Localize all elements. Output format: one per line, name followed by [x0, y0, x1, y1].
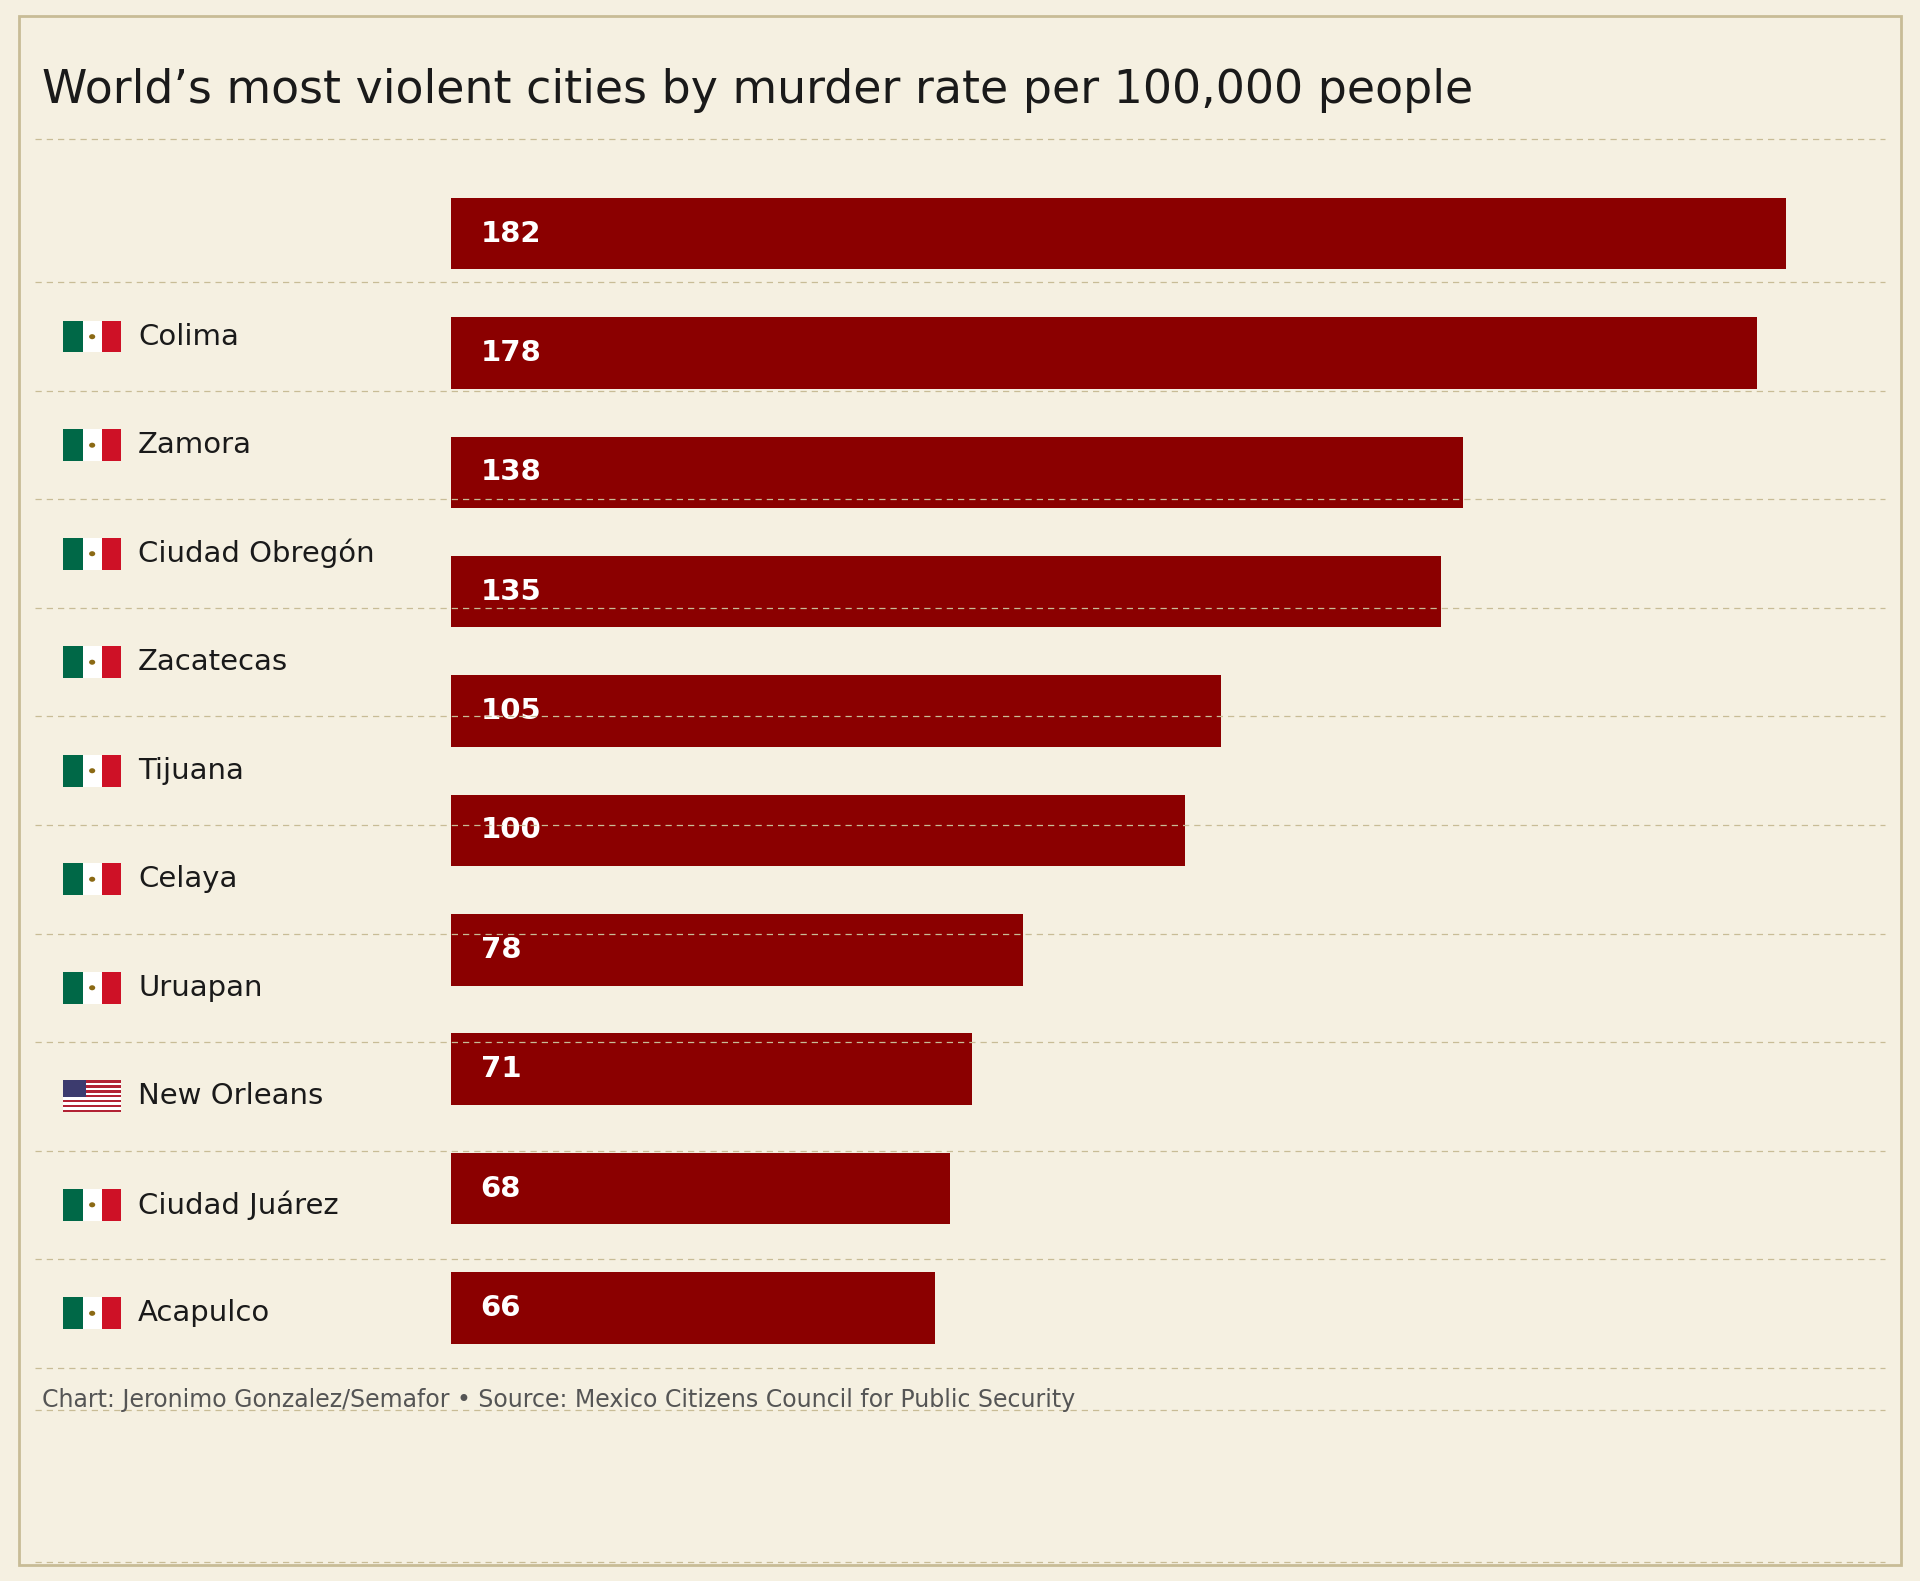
Bar [451, 1034, 972, 1105]
Text: Uruapan: Uruapan [138, 974, 263, 1002]
Bar [451, 795, 1185, 866]
Bar [451, 1273, 935, 1344]
Text: 178: 178 [480, 338, 541, 367]
Text: Colima: Colima [138, 323, 240, 351]
Text: 66: 66 [480, 1293, 520, 1322]
Text: New Orleans: New Orleans [138, 1083, 323, 1110]
Text: Acapulco: Acapulco [138, 1300, 271, 1328]
Text: 100: 100 [480, 816, 541, 844]
Text: 78: 78 [480, 936, 520, 964]
Text: Ciudad Obregón: Ciudad Obregón [138, 539, 374, 569]
Text: Zacatecas: Zacatecas [138, 648, 288, 677]
Bar [451, 436, 1463, 508]
Text: 182: 182 [480, 220, 541, 248]
Text: 71: 71 [480, 1055, 520, 1083]
Text: World’s most violent cities by murder rate per 100,000 people: World’s most violent cities by murder ra… [42, 68, 1473, 112]
Text: 138: 138 [480, 458, 541, 487]
Text: Tijuana: Tijuana [138, 757, 244, 784]
Bar [451, 675, 1221, 746]
Bar [451, 557, 1442, 628]
Text: Ciudad Juárez: Ciudad Juárez [138, 1190, 338, 1219]
Text: 105: 105 [480, 697, 541, 726]
Bar [451, 914, 1023, 985]
Text: 135: 135 [480, 577, 541, 606]
Text: Chart: Jeronimo Gonzalez/Semafor • Source: Mexico Citizens Council for Public Se: Chart: Jeronimo Gonzalez/Semafor • Sourc… [42, 1388, 1075, 1412]
Text: Zamora: Zamora [138, 432, 252, 458]
Text: Celaya: Celaya [138, 865, 238, 893]
Bar [451, 198, 1786, 269]
Text: 68: 68 [480, 1175, 520, 1203]
Text: SEMAFOR: SEMAFOR [75, 1461, 349, 1508]
Bar [451, 1153, 950, 1224]
Bar [451, 318, 1757, 389]
